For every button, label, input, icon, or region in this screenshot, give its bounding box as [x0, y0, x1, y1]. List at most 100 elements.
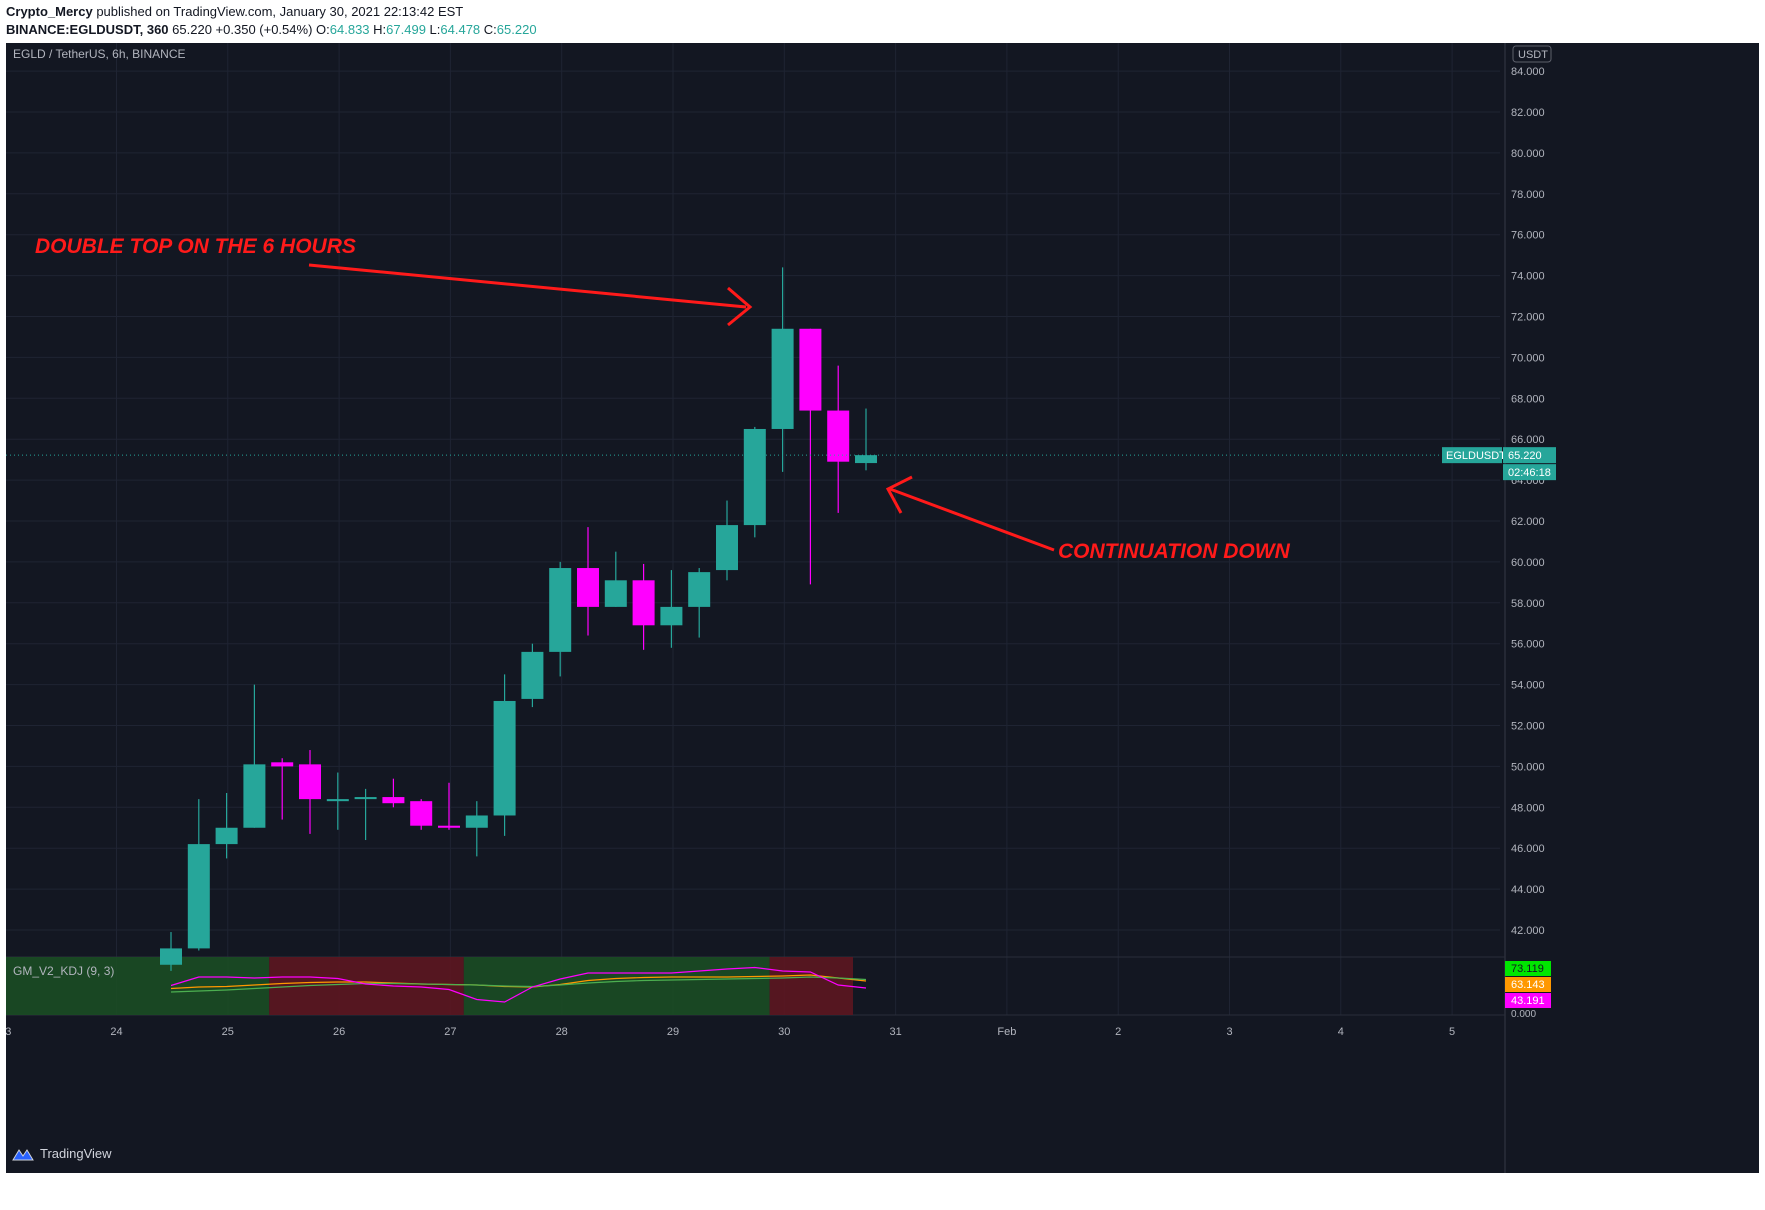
close-label: C: [483, 22, 497, 37]
author-name[interactable]: Crypto_Mercy [6, 4, 93, 19]
y-tick-label: 82.000 [1511, 107, 1545, 119]
candle-body [521, 651, 544, 699]
currency-box [1512, 45, 1552, 63]
candle-body [271, 762, 294, 767]
y-tick-label: 42.000 [1511, 925, 1545, 937]
symbol-header: BINANCE:EGLDUSDT, 360 65.220 +0.350 (+0.… [6, 22, 537, 37]
symbol-badge-label: EGLDUSDT [1446, 450, 1506, 462]
indicator-scale-label: 0.000 [1511, 1009, 1536, 1020]
y-tick-label: 74.000 [1511, 271, 1545, 283]
publish-header: Crypto_Mercy published on TradingView.co… [6, 4, 463, 19]
candle-body [660, 606, 683, 626]
annotation-arrow-line-1 [308, 263, 747, 309]
candle-body [326, 799, 349, 802]
x-tick-label: 28 [556, 1026, 568, 1038]
candle-body [187, 844, 210, 949]
x-tick-label: 31 [889, 1026, 901, 1038]
candlestick-chart[interactable]: EGLD / TetherUS, 6h, BINANCE USDT42.00044… [6, 43, 1759, 1173]
candle-body [716, 525, 738, 571]
candle-body [410, 801, 433, 826]
symbol-line: BINANCE:EGLDUSDT, 360 [6, 22, 169, 37]
y-tick-label: 44.000 [1511, 884, 1545, 896]
candle-body [465, 815, 488, 828]
candle-body [743, 428, 766, 526]
last-price-label: 65.220 [1508, 450, 1542, 462]
published-text: published on TradingView.com, January 30… [96, 4, 464, 19]
low-value: 64.478 [440, 22, 481, 37]
x-tick-label: 3 [1226, 1026, 1232, 1038]
low-label: L: [429, 22, 441, 37]
candle-body [577, 568, 599, 607]
countdown-label: 02:46:18 [1508, 467, 1551, 479]
chart-frame[interactable]: EGLD / TetherUS, 6h, BINANCE USDT 42.000 44… [6, 43, 1759, 1173]
candle-body [549, 568, 572, 652]
x-tick-label: 2 [1115, 1026, 1121, 1038]
pane-title: EGLD / TetherUS, 6h, BINANCE [13, 47, 186, 61]
annotation-continuation: CONTINUATION DOWN [1058, 540, 1291, 563]
y-tick-label: 70.000 [1511, 352, 1545, 364]
change-header: +0.350 (+0.54%) [215, 22, 313, 37]
y-tick-label: 54.000 [1511, 680, 1545, 692]
candle-body [215, 827, 238, 845]
open-label: O: [316, 22, 330, 37]
annotation-double-top: DOUBLE TOP ON THE 6 HOURS [35, 235, 356, 258]
brand-label: TradingView [40, 1146, 112, 1161]
high-label: H: [373, 22, 387, 37]
y-tick-label: 56.000 [1511, 639, 1545, 651]
y-tick-label: 58.000 [1511, 598, 1545, 610]
annotation-arrow-line-2 [889, 487, 1055, 552]
y-tick-label: 62.000 [1511, 516, 1545, 528]
y-tick-label: 76.000 [1511, 230, 1545, 242]
indicator-line-j [170, 966, 867, 1003]
x-tick-label: Feb [997, 1026, 1016, 1038]
y-tick-label: 46.000 [1511, 843, 1545, 855]
candle-body [243, 764, 266, 828]
y-tick-label: 48.000 [1511, 802, 1545, 814]
last-price-header: 65.220 [172, 22, 212, 37]
tradingview-logo-icon [12, 1148, 34, 1160]
x-tick-label: 24 [110, 1026, 122, 1038]
candle-body [827, 410, 850, 462]
high-value: 67.499 [386, 22, 426, 37]
candle-body [632, 580, 655, 626]
candle-body [771, 328, 794, 429]
candle-body [438, 825, 460, 828]
y-tick-label: 50.000 [1511, 761, 1545, 773]
y-tick-label: 52.000 [1511, 721, 1545, 733]
close-value: 65.220 [496, 22, 537, 37]
indicator-value-badge [1505, 977, 1551, 992]
y-tick-label: 80.000 [1511, 148, 1545, 160]
countdown-badge [1503, 464, 1556, 481]
indicator-value-badge [1505, 961, 1551, 976]
x-tick-label: 29 [667, 1026, 679, 1038]
annotation-arrow-head-2 [885, 475, 913, 514]
open-value: 64.833 [329, 22, 370, 37]
indicator-title: GM_V2_KDJ (9, 3) [13, 964, 114, 978]
candle-body [493, 700, 516, 816]
candle-body [382, 797, 405, 804]
candle-body [354, 797, 377, 800]
x-tick-label: 5 [1449, 1026, 1455, 1038]
candle-body [299, 764, 321, 800]
tradingview-brand[interactable]: TradingView [12, 1146, 112, 1161]
indicator-value-label: 63.143 [1511, 979, 1545, 991]
x-tick-label: 27 [444, 1026, 456, 1038]
y-tick-label: 72.000 [1511, 312, 1545, 324]
indicator-line-d [170, 976, 867, 993]
last-price-badge [1503, 447, 1556, 464]
candle-body [799, 328, 822, 411]
indicator-value-badge [1505, 993, 1551, 1008]
x-tick-label: 25 [222, 1026, 234, 1038]
page-footer [0, 1173, 1765, 1210]
y-tick-label: 84.000 [1511, 66, 1545, 78]
indicator-value-label: 73.119 [1511, 963, 1544, 975]
x-tick-label: 26 [333, 1026, 345, 1038]
symbol-badge [1442, 447, 1502, 464]
x-tick-label: 23 [6, 1026, 11, 1038]
annotation-arrow-head-1 [727, 286, 753, 327]
y-tick-label: 78.000 [1511, 189, 1545, 201]
x-tick-label: 4 [1338, 1026, 1344, 1038]
candle-body [688, 572, 711, 607]
y-tick-label: 68.000 [1511, 393, 1545, 405]
indicator-zone-bear [769, 957, 853, 1015]
